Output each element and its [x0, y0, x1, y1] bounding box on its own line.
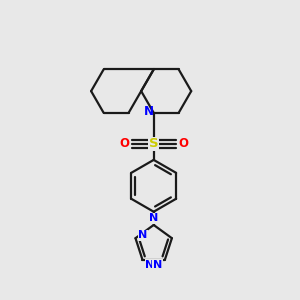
Text: O: O: [119, 137, 129, 150]
Text: N: N: [145, 260, 154, 270]
Text: O: O: [178, 137, 188, 150]
Text: N: N: [149, 214, 158, 224]
Text: N: N: [153, 260, 162, 270]
Text: N: N: [138, 230, 148, 240]
Text: S: S: [149, 137, 158, 150]
Text: N: N: [144, 105, 154, 118]
